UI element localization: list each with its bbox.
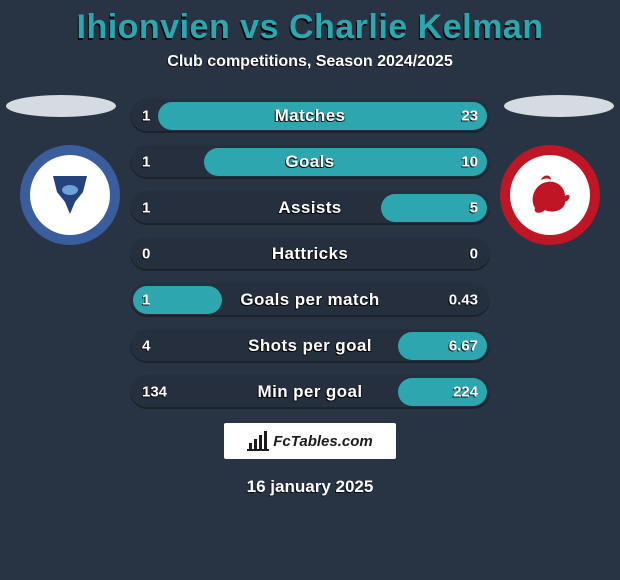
stat-bar-value-left: 1	[142, 200, 150, 217]
stat-bar: Goals 1 10	[130, 145, 490, 179]
stat-bar: Shots per goal 4 6.67	[130, 329, 490, 363]
stat-bar: Matches 1 23	[130, 99, 490, 133]
stat-bar-label: Assists	[278, 198, 341, 218]
stat-bar-value-left: 1	[142, 292, 150, 309]
comparison-title: Ihionvien vs Charlie Kelman	[0, 8, 620, 47]
stat-bars: Matches 1 23 Goals 1 10 Assists 1 5 Hattricks 0 0 Go…	[130, 99, 490, 409]
comparison-subtitle: Club competitions, Season 2024/2025	[0, 53, 620, 71]
brand-badge: FcTables.com	[224, 423, 396, 459]
crest-right-icon	[521, 166, 579, 224]
stat-bar: Hattricks 0 0	[130, 237, 490, 271]
stat-bar-label: Hattricks	[272, 244, 348, 264]
stat-bar: Goals per match 1 0.43	[130, 283, 490, 317]
stat-bar-value-left: 4	[142, 338, 150, 355]
stat-bar-value-right: 224	[453, 384, 478, 401]
club-crest-right	[500, 145, 600, 245]
stat-bar-label: Goals per match	[240, 290, 379, 310]
stat-bar-value-right: 5	[470, 200, 478, 217]
stat-bar-value-right: 0	[470, 246, 478, 263]
club-crest-left	[20, 145, 120, 245]
player-shadow-left	[6, 95, 116, 117]
stat-bar-value-left: 0	[142, 246, 150, 263]
brand-text: FcTables.com	[273, 433, 372, 450]
stat-bar-value-right: 6.67	[449, 338, 478, 355]
crest-left-icon	[43, 168, 97, 222]
stat-bar-value-left: 134	[142, 384, 167, 401]
player-shadow-right	[504, 95, 614, 117]
stat-bar-value-left: 1	[142, 154, 150, 171]
stat-bar-fill	[204, 148, 487, 176]
comparison-date: 16 january 2025	[0, 477, 620, 497]
stat-bar-label: Shots per goal	[248, 336, 372, 356]
brand-chart-icon	[247, 431, 269, 451]
stat-bar-value-left: 1	[142, 108, 150, 125]
stat-bar-value-right: 0.43	[449, 292, 478, 309]
comparison-stage: Matches 1 23 Goals 1 10 Assists 1 5 Hattricks 0 0 Go…	[0, 99, 620, 409]
stat-bar: Min per goal 134 224	[130, 375, 490, 409]
comparison-infographic: Ihionvien vs Charlie Kelman Club competi…	[0, 0, 620, 580]
stat-bar-value-right: 23	[461, 108, 478, 125]
stat-bar: Assists 1 5	[130, 191, 490, 225]
stat-bar-value-right: 10	[461, 154, 478, 171]
stat-bar-label: Matches	[275, 106, 346, 126]
stat-bar-label: Goals	[285, 152, 334, 172]
stat-bar-label: Min per goal	[258, 382, 363, 402]
